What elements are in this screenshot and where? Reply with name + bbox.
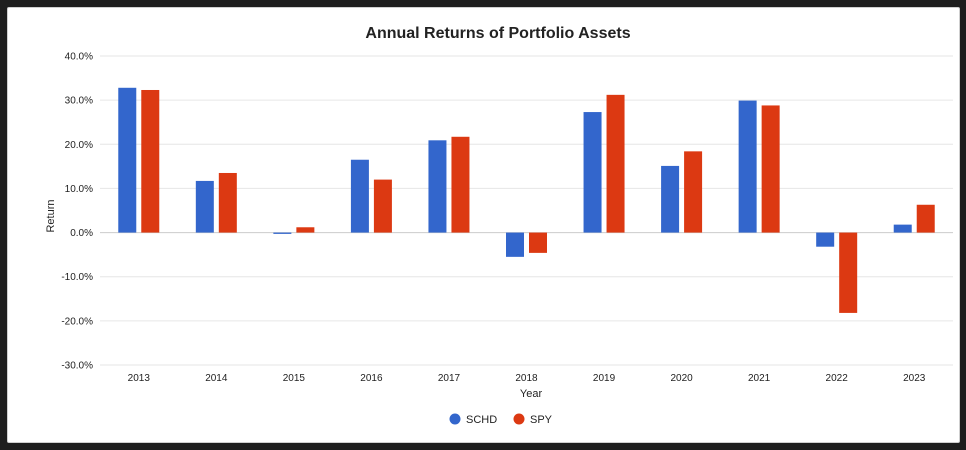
y-tick-labels: 40.0% 30.0% 20.0% 10.0% 0.0% -10.0% -20.0% -30.…: [61, 52, 93, 372]
bar-schd-2017[interactable]: [428, 140, 447, 233]
bar-spy-2017[interactable]: [451, 136, 470, 233]
y-tick-label: -10.0%: [61, 272, 93, 283]
legend: SCHD SPY: [449, 413, 553, 427]
chart-title: Annual Returns of Portfolio Assets: [365, 25, 630, 42]
bar-schd-2014[interactable]: [195, 180, 214, 233]
x-tick-label: 2022: [826, 373, 849, 384]
bar-spy-2014[interactable]: [218, 172, 237, 233]
legend-marker: [513, 413, 525, 425]
y-axis-label: Return: [45, 199, 57, 232]
bar-spy-2021[interactable]: [761, 105, 780, 233]
bar-schd-2016[interactable]: [350, 159, 369, 233]
x-tick-label: 2016: [360, 373, 383, 384]
x-tick-label: 2020: [670, 373, 693, 384]
bar-spy-2019[interactable]: [606, 94, 625, 233]
x-tick-label: 2014: [205, 373, 228, 384]
bar-schd-2023[interactable]: [893, 224, 912, 233]
legend-item-schd[interactable]: SCHD: [449, 413, 498, 427]
x-tick-label: 2018: [515, 373, 538, 384]
bar-spy-2022[interactable]: [839, 232, 858, 313]
bar-schd-2015[interactable]: [273, 232, 292, 234]
legend-label: SCHD: [466, 414, 497, 426]
x-tick-label: 2023: [903, 373, 926, 384]
y-tick-label: 20.0%: [65, 140, 93, 151]
bar-schd-2018[interactable]: [506, 232, 524, 257]
bar-spy-2013[interactable]: [141, 89, 160, 233]
x-axis-label: Year: [520, 388, 543, 400]
x-tick-label: 2019: [593, 373, 616, 384]
bar-spy-2018[interactable]: [529, 232, 547, 253]
bar-schd-2022[interactable]: [816, 232, 835, 247]
bar-spy-2020[interactable]: [684, 151, 703, 233]
chart-frame: Annual Returns of Portfolio Assets 40.0%…: [7, 7, 960, 443]
x-tick-label: 2013: [128, 373, 151, 384]
bar-spy-2015[interactable]: [296, 227, 315, 233]
legend-item-spy[interactable]: SPY: [513, 413, 553, 427]
legend-label: SPY: [530, 414, 553, 426]
bars: [118, 87, 935, 313]
bar-spy-2023[interactable]: [916, 204, 935, 233]
y-tick-label: -30.0%: [61, 361, 93, 372]
bar-chart: Annual Returns of Portfolio Assets 40.0%…: [45, 25, 953, 427]
y-tick-label: -20.0%: [61, 316, 93, 327]
x-tick-labels: 2013 2014 2015 2016 2017 2018 2019 2020 2021 2022…: [128, 373, 926, 384]
x-tick-label: 2017: [438, 373, 461, 384]
y-tick-label: 40.0%: [65, 52, 93, 63]
bar-schd-2020[interactable]: [661, 165, 680, 233]
y-tick-label: 30.0%: [65, 96, 93, 107]
x-tick-label: 2015: [283, 373, 306, 384]
grid-lines: [100, 55, 953, 366]
x-tick-label: 2021: [748, 373, 771, 384]
bar-spy-2016[interactable]: [373, 179, 392, 233]
bar-schd-2019[interactable]: [583, 112, 602, 233]
legend-marker: [449, 413, 461, 425]
y-tick-label: 0.0%: [70, 228, 93, 239]
bar-schd-2013[interactable]: [118, 87, 137, 233]
y-tick-label: 10.0%: [65, 184, 93, 195]
bar-schd-2021[interactable]: [738, 100, 757, 233]
